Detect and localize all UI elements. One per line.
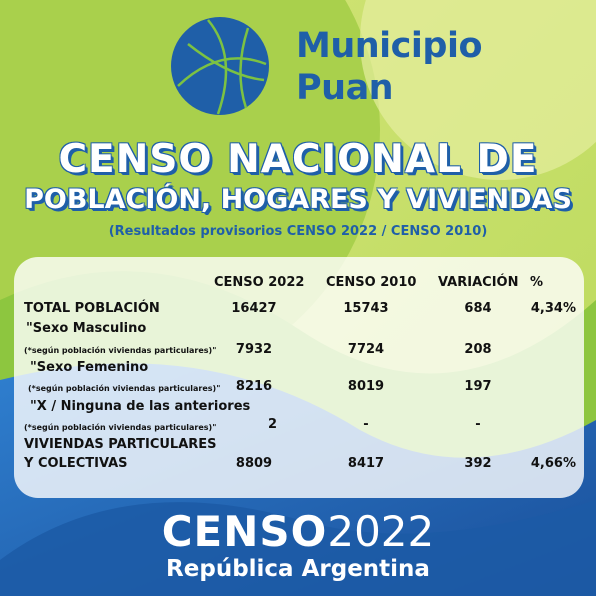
- row-var: 208: [464, 342, 492, 357]
- row-label: VIVIENDAS PARTICULARES: [24, 437, 217, 452]
- censo-2022-logo: CENSO2022: [0, 508, 596, 556]
- row-pct: 4,34%: [530, 301, 576, 316]
- row-var: 684: [464, 301, 492, 316]
- title-line2: POBLACIÓN, HOGARES Y VIVIENDAS: [24, 184, 572, 215]
- results-panel: CENSO 2022 CENSO 2010 VARIACIÓN % TOTAL …: [14, 257, 584, 498]
- header-censo-2022: CENSO 2022: [214, 275, 305, 290]
- row-note: (*según población viviendas particulares…: [24, 423, 217, 432]
- row-c2022: 2: [268, 417, 278, 432]
- row-c2022: 8809: [235, 456, 273, 471]
- footer-country: República Argentina: [166, 556, 430, 582]
- row-c2022: 8216: [235, 379, 273, 394]
- row-c2022: 7932: [235, 342, 273, 357]
- logo-line1: Municipio: [296, 26, 483, 66]
- header-percent: %: [530, 275, 544, 290]
- row-label: TOTAL POBLACIÓN: [24, 301, 160, 316]
- header-variacion: VARIACIÓN: [438, 275, 519, 290]
- row-label: "X / Ninguna de las anteriores: [30, 399, 251, 414]
- row-c2022: 16427: [231, 301, 277, 316]
- row-pct: 4,66%: [530, 456, 576, 471]
- row-c2010: 7724: [347, 342, 385, 357]
- row-c2010: 15743: [343, 301, 389, 316]
- header-censo-2010: CENSO 2010: [326, 275, 417, 290]
- globe-logo-icon: [171, 17, 269, 115]
- row-var: 392: [464, 456, 492, 471]
- title-line1: CENSO NACIONAL DE: [58, 137, 538, 182]
- footer-censo: CENSO: [161, 507, 328, 556]
- row-c2010: 8417: [347, 456, 385, 471]
- footer-year: 2022: [327, 507, 435, 556]
- row-label-line2: Y COLECTIVAS: [24, 456, 128, 471]
- row-note: (*según población viviendas particulares…: [28, 384, 221, 393]
- row-note: (*según población viviendas particulares…: [24, 346, 217, 355]
- row-c2010: -: [363, 417, 369, 432]
- logo-line2: Puan: [296, 68, 394, 108]
- row-label: "Sexo Femenino: [30, 360, 149, 375]
- row-label: "Sexo Masculino: [26, 321, 147, 336]
- row-c2010: 8019: [347, 379, 385, 394]
- row-var: -: [475, 417, 481, 432]
- row-var: 197: [464, 379, 492, 394]
- subtitle: (Resultados provisorios CENSO 2022 / CEN…: [108, 224, 488, 239]
